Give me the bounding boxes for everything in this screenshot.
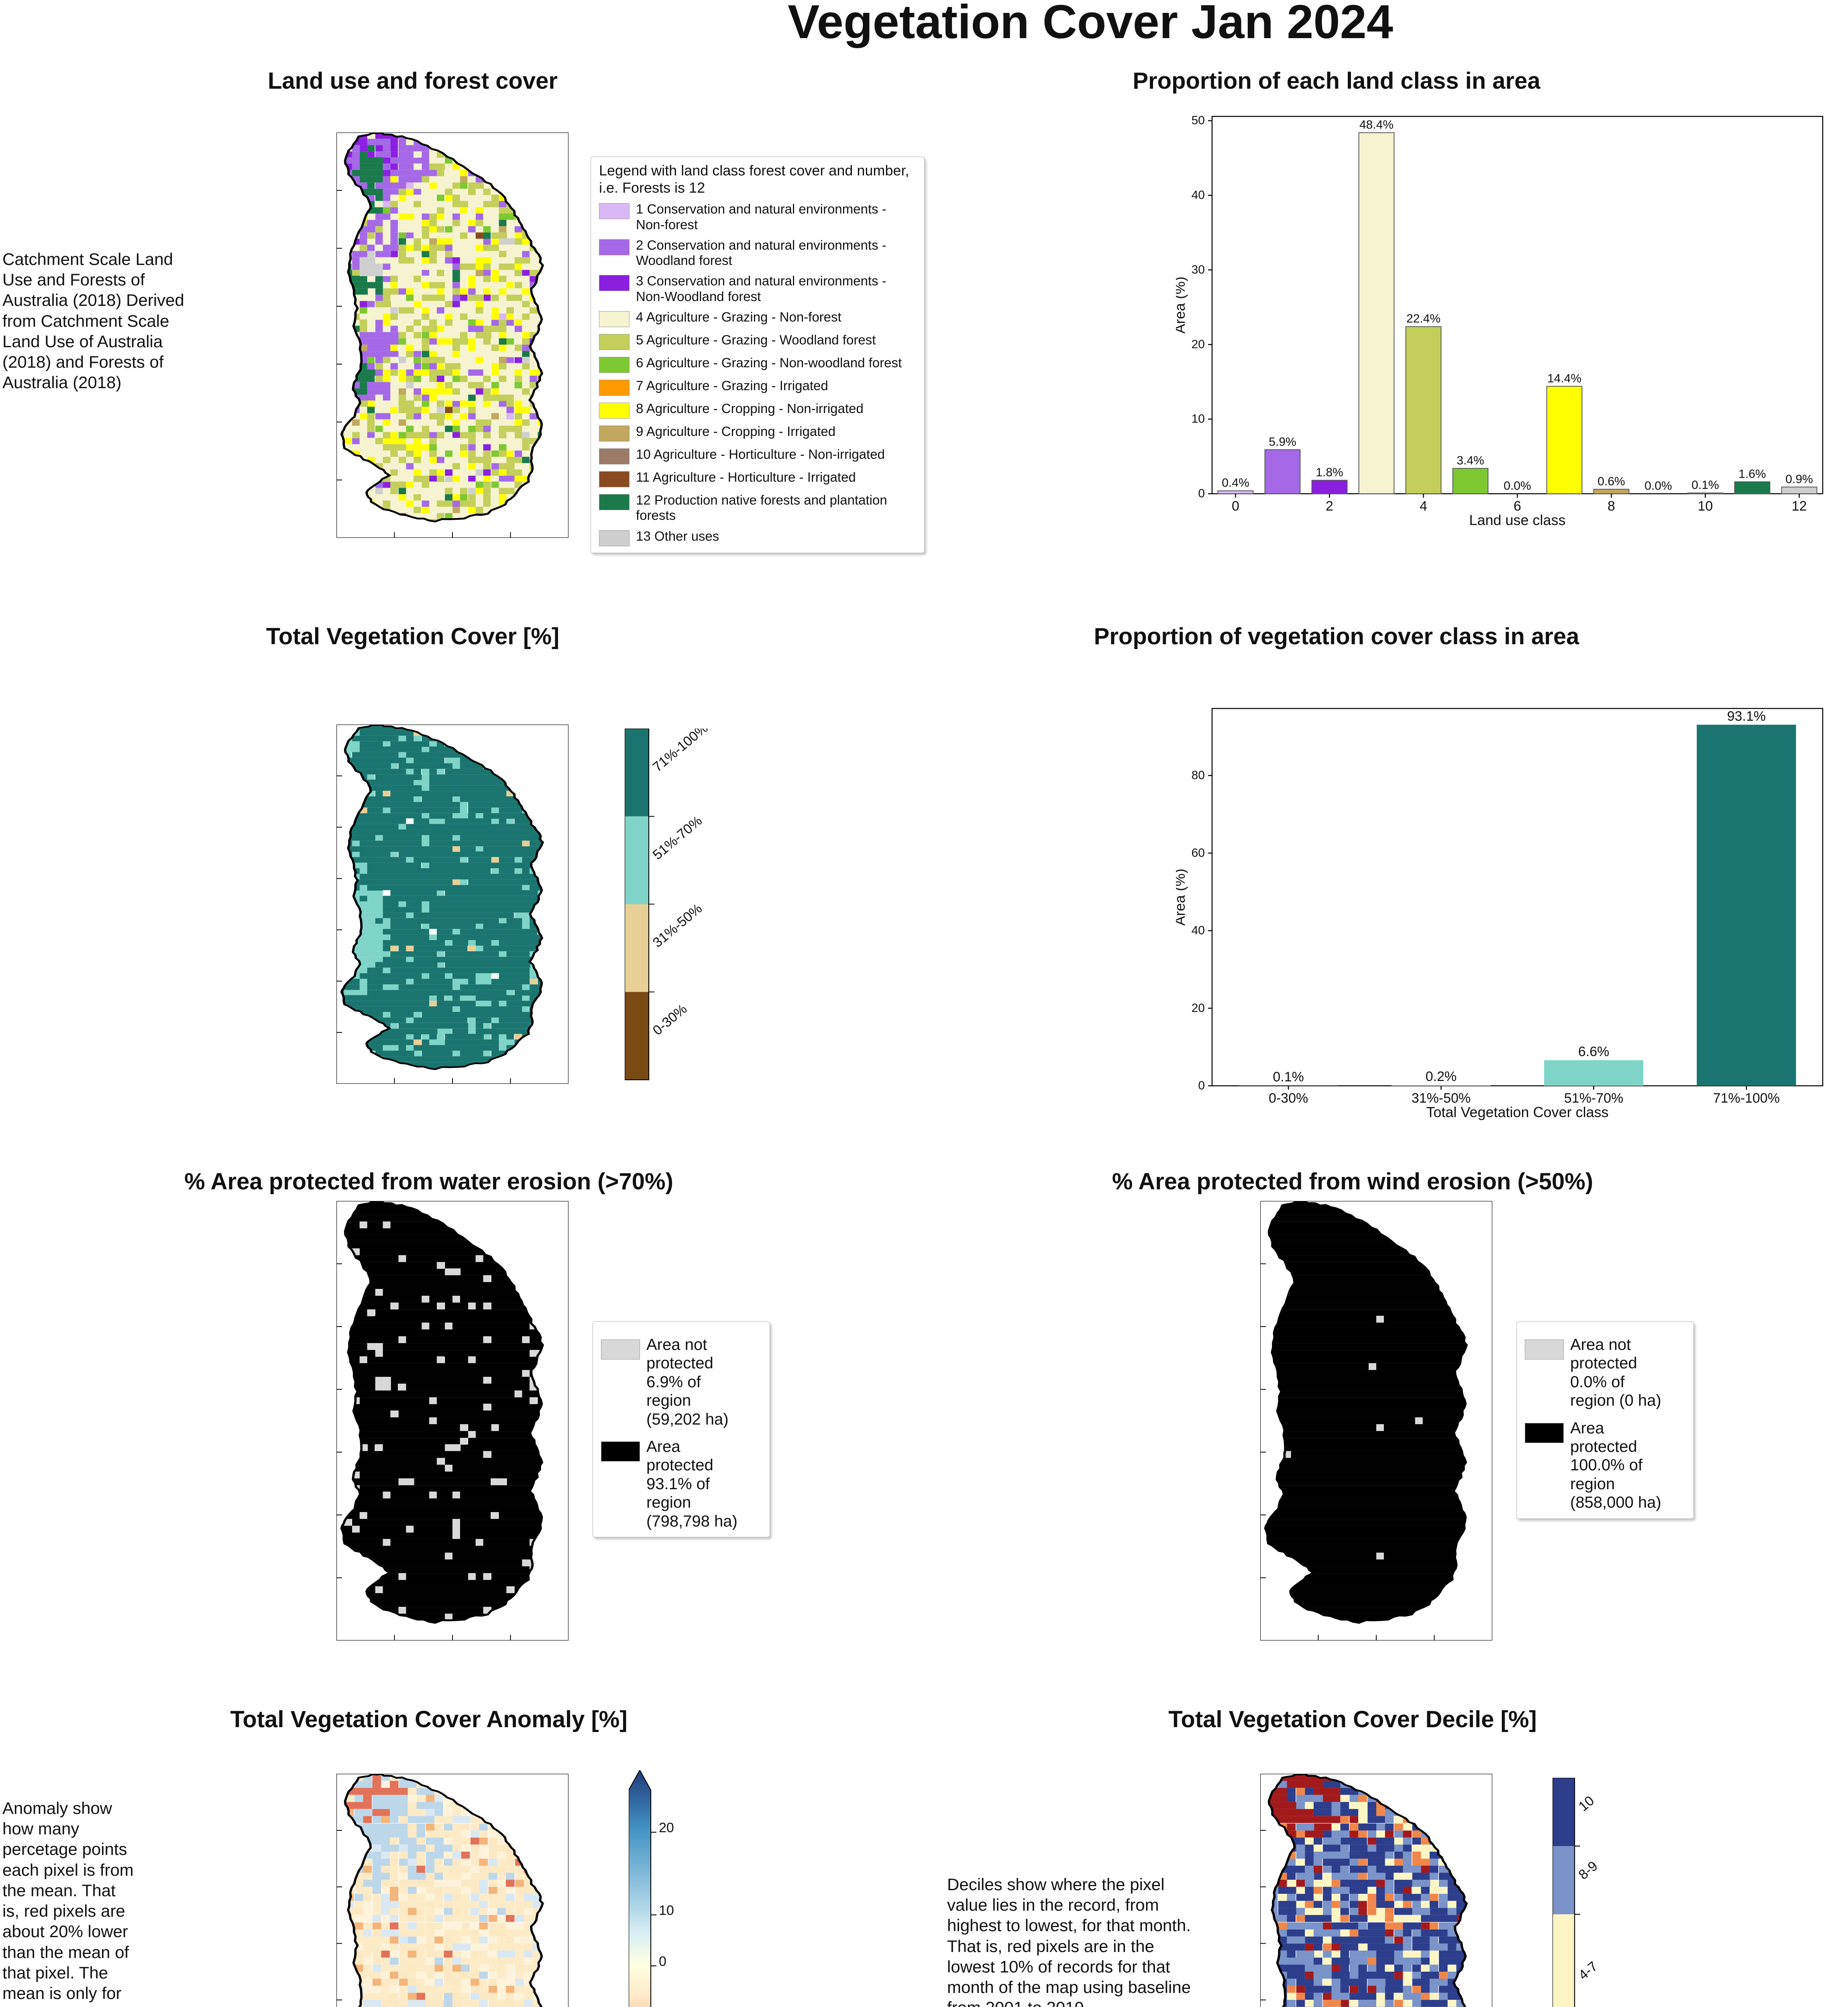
- svg-text:0: 0: [1198, 487, 1205, 500]
- svg-text:4: 4: [1420, 499, 1427, 514]
- svg-text:Land use class: Land use class: [1469, 512, 1565, 528]
- svg-text:60: 60: [1192, 846, 1205, 859]
- svg-text:31%-50%: 31%-50%: [650, 901, 705, 951]
- svg-text:22.4%: 22.4%: [1406, 312, 1441, 326]
- svg-text:0.4%: 0.4%: [1222, 476, 1249, 490]
- svg-text:10: 10: [1698, 499, 1713, 514]
- svg-text:0.1%: 0.1%: [1691, 478, 1719, 492]
- svg-text:10: 10: [1192, 412, 1205, 425]
- svg-text:80: 80: [1192, 769, 1205, 782]
- svg-text:0: 0: [1198, 1079, 1205, 1092]
- svg-text:0: 0: [1232, 499, 1239, 514]
- svg-text:Total Vegetation Cover class: Total Vegetation Cover class: [1426, 1104, 1608, 1120]
- svg-text:0.6%: 0.6%: [1597, 475, 1625, 488]
- svg-text:20: 20: [1192, 338, 1205, 351]
- svg-text:30: 30: [1192, 263, 1205, 276]
- svg-text:8: 8: [1608, 499, 1615, 514]
- svg-text:3.4%: 3.4%: [1457, 454, 1484, 467]
- svg-text:0-30%: 0-30%: [650, 1001, 690, 1038]
- svg-text:Area (%): Area (%): [1176, 277, 1188, 334]
- svg-text:Area (%): Area (%): [1176, 869, 1188, 926]
- svg-text:4-7: 4-7: [1576, 1958, 1601, 1983]
- svg-text:71%-100%: 71%-100%: [650, 729, 711, 775]
- svg-text:5.9%: 5.9%: [1269, 435, 1296, 448]
- svg-text:51%-70%: 51%-70%: [650, 813, 705, 863]
- svg-text:6.6%: 6.6%: [1578, 1044, 1610, 1059]
- svg-text:2: 2: [1326, 499, 1333, 514]
- svg-text:0.2%: 0.2%: [1426, 1069, 1457, 1084]
- svg-text:48.4%: 48.4%: [1359, 118, 1394, 132]
- svg-text:71%-100%: 71%-100%: [1713, 1091, 1780, 1106]
- svg-text:50: 50: [1192, 114, 1205, 127]
- svg-text:14.4%: 14.4%: [1547, 372, 1581, 385]
- svg-text:0: 0: [659, 1954, 666, 1969]
- svg-text:40: 40: [1192, 924, 1205, 937]
- svg-text:20: 20: [1192, 1001, 1205, 1015]
- svg-text:0.9%: 0.9%: [1785, 472, 1813, 486]
- svg-text:0.0%: 0.0%: [1504, 479, 1531, 493]
- svg-text:8-9: 8-9: [1576, 1858, 1601, 1883]
- svg-text:40: 40: [1192, 189, 1205, 202]
- svg-text:0.0%: 0.0%: [1644, 479, 1672, 493]
- svg-text:10: 10: [1576, 1793, 1597, 1814]
- svg-text:10: 10: [659, 1903, 674, 1918]
- svg-text:0.1%: 0.1%: [1273, 1069, 1304, 1085]
- svg-text:20: 20: [659, 1820, 674, 1835]
- svg-text:−10: −10: [659, 2005, 682, 2007]
- svg-text:12: 12: [1792, 499, 1807, 514]
- svg-text:1.6%: 1.6%: [1738, 467, 1766, 480]
- svg-text:1.8%: 1.8%: [1316, 466, 1343, 479]
- svg-text:0-30%: 0-30%: [1269, 1091, 1308, 1106]
- svg-text:93.1%: 93.1%: [1727, 709, 1766, 724]
